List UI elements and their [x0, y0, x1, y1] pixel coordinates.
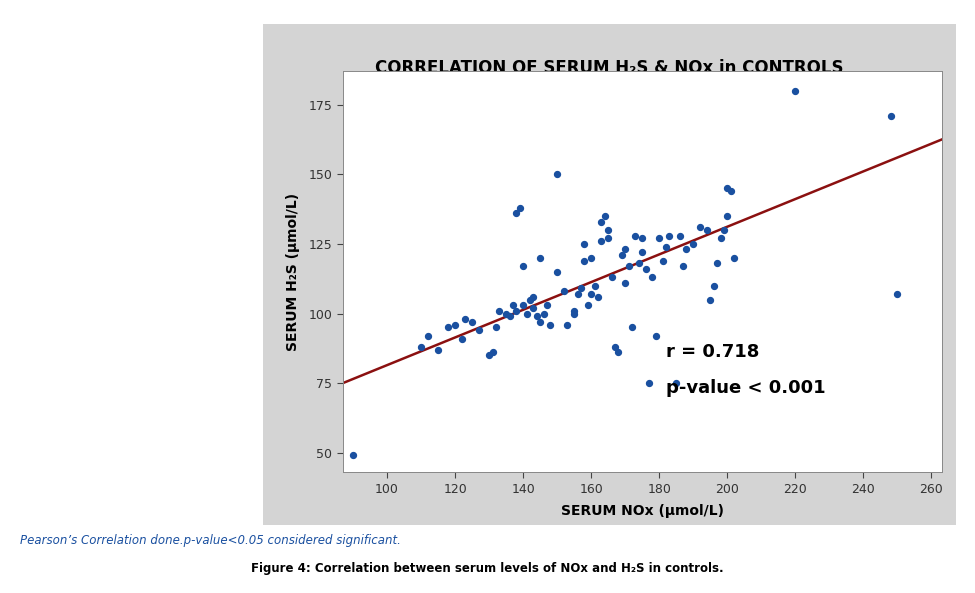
Point: [679, 245, 694, 254]
Point: [512, 203, 527, 212]
Point: [692, 222, 708, 232]
Point: [488, 323, 504, 332]
Point: [716, 225, 731, 235]
Point: [498, 309, 514, 318]
Y-axis label: SERUM H₂S (μmol/L): SERUM H₂S (μmol/L): [287, 193, 300, 351]
Point: [454, 334, 470, 343]
Point: [532, 317, 548, 327]
Point: [519, 309, 534, 318]
Point: [662, 231, 678, 240]
Point: [516, 301, 531, 310]
Point: [549, 170, 565, 179]
Point: [635, 234, 650, 243]
Point: [610, 347, 626, 357]
Point: [628, 231, 644, 240]
Point: [457, 314, 473, 324]
Point: [597, 211, 612, 221]
Point: [648, 331, 664, 340]
Point: [882, 111, 898, 120]
Point: [536, 309, 552, 318]
Point: [614, 250, 630, 260]
Point: [485, 347, 500, 357]
X-axis label: SERUM NOx (μmol/L): SERUM NOx (μmol/L): [561, 504, 723, 518]
Point: [594, 217, 609, 227]
Point: [631, 259, 646, 268]
Point: [526, 292, 541, 302]
Point: [699, 225, 715, 235]
Point: [464, 317, 480, 327]
Point: [549, 267, 565, 276]
Point: [722, 186, 738, 196]
Point: [509, 209, 525, 218]
Point: [576, 256, 592, 265]
Text: Pearson’s Correlation done.p-value<0.05 considered significant.: Pearson’s Correlation done.p-value<0.05 …: [20, 534, 401, 547]
Point: [532, 253, 548, 263]
Point: [621, 262, 637, 271]
Text: p-value < 0.001: p-value < 0.001: [666, 379, 826, 397]
Point: [523, 295, 538, 304]
Point: [569, 289, 585, 299]
Point: [573, 283, 589, 293]
Point: [607, 342, 623, 352]
Text: CORRELATION OF SERUM H₂S & NOx in CONTROLS: CORRELATION OF SERUM H₂S & NOx in CONTRO…: [375, 59, 843, 77]
Point: [635, 247, 650, 257]
Point: [685, 239, 701, 248]
Point: [543, 320, 559, 329]
Point: [509, 306, 525, 315]
Point: [658, 242, 674, 251]
Point: [441, 323, 456, 332]
Point: [566, 306, 582, 315]
Point: [566, 309, 582, 318]
Point: [430, 345, 446, 355]
Point: [644, 273, 660, 282]
Point: [713, 234, 728, 243]
Point: [529, 311, 545, 321]
Point: [638, 264, 653, 274]
Point: [516, 262, 531, 271]
Point: [601, 234, 616, 243]
Point: [604, 273, 619, 282]
Point: [587, 281, 603, 291]
Point: [617, 278, 633, 288]
Point: [889, 289, 905, 299]
Point: [583, 289, 599, 299]
Point: [601, 225, 616, 235]
Point: [788, 86, 803, 95]
Point: [590, 292, 605, 302]
Point: [672, 231, 687, 240]
Point: [491, 306, 507, 315]
Point: [505, 301, 521, 310]
Point: [720, 211, 735, 221]
Point: [502, 311, 518, 321]
Point: [448, 320, 463, 329]
Point: [655, 256, 671, 265]
Point: [471, 326, 487, 335]
Point: [726, 253, 742, 263]
Point: [651, 234, 667, 243]
Point: [576, 239, 592, 248]
Point: [556, 286, 571, 296]
Point: [642, 378, 657, 388]
Point: [669, 378, 684, 388]
Point: [617, 245, 633, 254]
Point: [703, 295, 719, 304]
Point: [413, 342, 429, 352]
Point: [345, 451, 361, 460]
Point: [580, 301, 596, 310]
Point: [706, 281, 722, 291]
Point: [526, 303, 541, 313]
Point: [420, 331, 436, 340]
Point: [594, 237, 609, 246]
Text: r = 0.718: r = 0.718: [666, 343, 760, 361]
Point: [720, 183, 735, 193]
Point: [709, 259, 724, 268]
Point: [676, 262, 691, 271]
Point: [624, 323, 640, 332]
Point: [583, 253, 599, 263]
Point: [539, 301, 555, 310]
Text: Figure 4: Correlation between serum levels of NOx and H₂S in controls.: Figure 4: Correlation between serum leve…: [252, 562, 723, 575]
Point: [482, 350, 497, 360]
Point: [560, 320, 575, 329]
